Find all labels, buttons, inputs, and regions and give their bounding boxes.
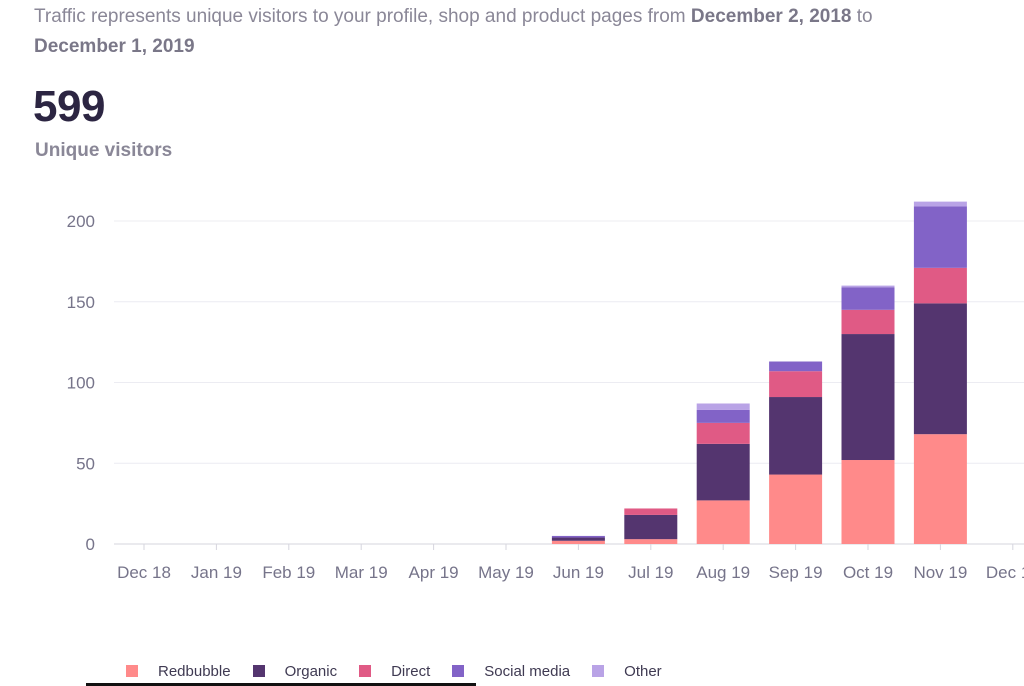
y-axis-ticks: 0 50 100 150 200 — [67, 212, 95, 554]
description-connector: to — [851, 6, 873, 27]
y-tick-label: 150 — [67, 293, 95, 312]
bar-other-aug-19 — [696, 403, 750, 410]
bar-social-media-oct-19 — [841, 287, 895, 310]
bar-redbubble-nov-19 — [913, 434, 967, 544]
end-date: December 1, 2019 — [34, 36, 195, 57]
bar-organic-jul-19 — [624, 514, 678, 540]
legend-item-social-media[interactable]: Social media — [452, 663, 570, 680]
y-tick-label: 200 — [67, 212, 95, 231]
x-tick-label: May 19 — [478, 563, 534, 582]
bar-direct-nov-19 — [913, 267, 967, 304]
legend-swatch — [452, 665, 465, 677]
legend-item-direct[interactable]: Direct — [359, 663, 430, 680]
unique-visitors-label: Unique visitors — [35, 140, 173, 161]
bar-organic-oct-19 — [841, 334, 895, 461]
x-tick-label: Nov 19 — [913, 563, 967, 582]
bar-direct-oct-19 — [841, 309, 895, 335]
legend-swatch — [126, 665, 138, 677]
bar-other-nov-19 — [913, 201, 967, 207]
bar-direct-jul-19 — [624, 508, 678, 515]
bars — [551, 201, 967, 544]
x-tick-label: Oct 19 — [843, 563, 893, 582]
legend-label: Organic — [284, 662, 338, 680]
legend-item-organic[interactable]: Organic — [252, 662, 338, 680]
bar-redbubble-aug-19 — [696, 500, 750, 544]
legend-swatch — [592, 665, 605, 677]
legend-label: Direct — [391, 662, 431, 680]
x-tick-label: Apr 19 — [409, 563, 459, 582]
legend-swatch — [252, 665, 265, 677]
bar-redbubble-jun-19 — [551, 540, 605, 544]
chart-legend: Redbubble Organic Direct Social media Other — [126, 660, 684, 682]
x-tick-label: Dec 18 — [117, 563, 171, 582]
legend-swatch — [359, 665, 372, 677]
bar-organic-jun-19 — [551, 537, 605, 541]
bar-social-media-aug-19 — [696, 409, 750, 423]
bar-other-oct-19 — [841, 285, 895, 288]
unique-visitors-count: 599 — [33, 82, 105, 131]
bar-organic-nov-19 — [913, 303, 967, 435]
x-tick-label: Mar 19 — [335, 563, 388, 582]
bar-organic-sep-19 — [769, 397, 823, 475]
description-text: Traffic represents unique visitors to yo… — [34, 6, 691, 27]
legend-item-other[interactable]: Other — [592, 663, 662, 680]
legend-label: Redbubble — [158, 662, 231, 680]
bottom-edge-bar — [86, 683, 476, 686]
y-tick-label: 100 — [67, 374, 95, 393]
x-tick-label: Jun 19 — [553, 563, 604, 582]
x-tick-label: Feb 19 — [262, 563, 315, 582]
bar-redbubble-jul-19 — [624, 539, 678, 544]
x-tick-label: Jan 19 — [191, 563, 242, 582]
bar-direct-aug-19 — [696, 422, 750, 444]
x-tick-label: Aug 19 — [696, 563, 750, 582]
bar-redbubble-oct-19 — [841, 460, 895, 544]
y-tick-label: 50 — [76, 454, 95, 473]
x-tick-label: Jul 19 — [628, 563, 673, 582]
y-tick-label: 0 — [86, 535, 95, 554]
start-date: December 2, 2018 — [690, 6, 852, 27]
bar-social-media-jun-19 — [551, 535, 605, 538]
legend-label: Social media — [484, 662, 571, 680]
x-tick-label: Sep 19 — [769, 563, 823, 582]
bar-redbubble-sep-19 — [769, 474, 823, 544]
x-axis-ticks: Dec 18 Jan 19 Feb 19 Mar 19 Apr 19 May 19 Jun … — [117, 544, 1024, 582]
bar-social-media-sep-19 — [769, 361, 823, 372]
bar-direct-sep-19 — [769, 371, 823, 398]
legend-item-redbubble[interactable]: Redbubble — [126, 663, 231, 680]
bar-social-media-nov-19 — [913, 206, 967, 268]
legend-label: Other — [624, 662, 662, 680]
bar-organic-aug-19 — [696, 443, 750, 501]
traffic-chart: 0 50 100 150 200 Dec 18 Jan 19 Feb 19 Mar 19 Apr… — [67, 201, 1024, 582]
x-tick-label: Dec 19 — [986, 563, 1024, 582]
traffic-description: Traffic represents unique visitors to yo… — [34, 2, 1014, 62]
